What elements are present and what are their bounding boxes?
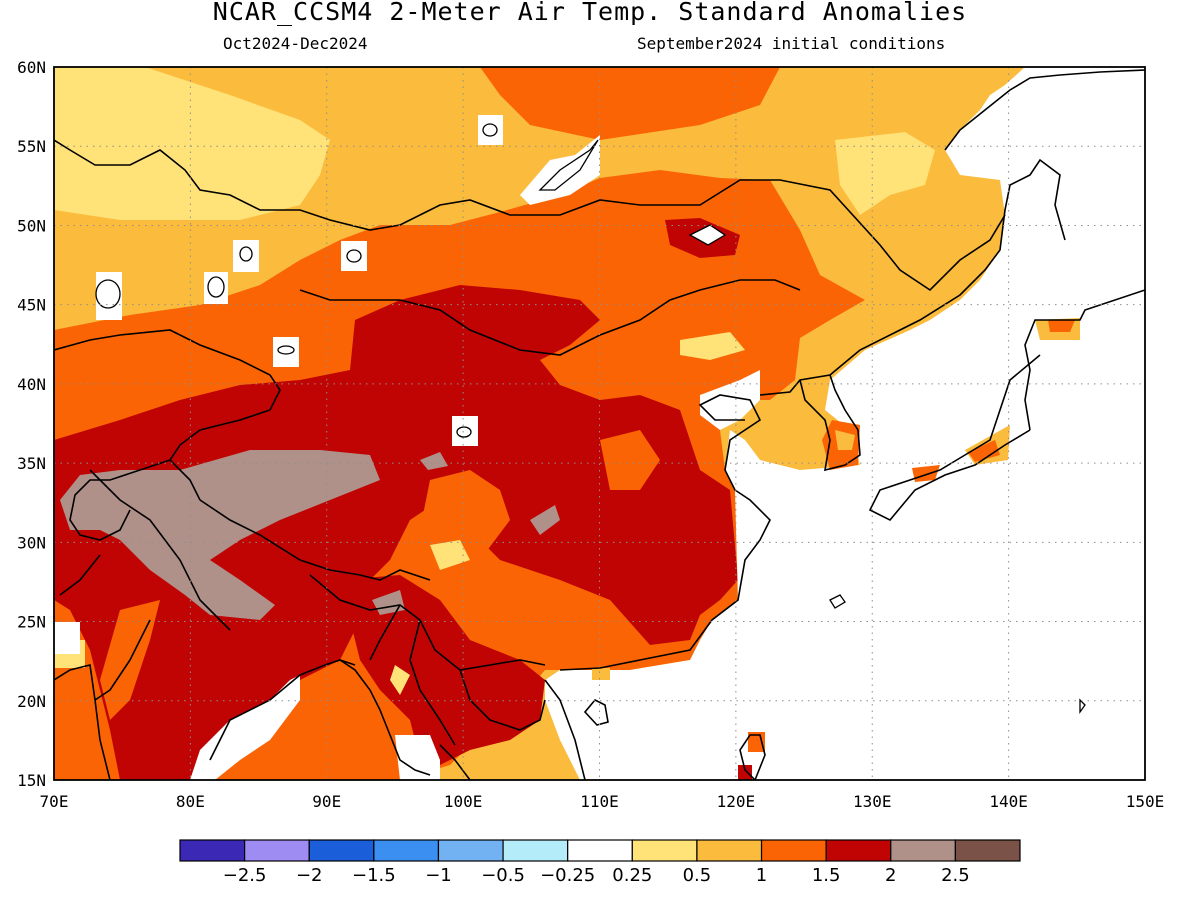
coastlines xyxy=(54,69,1145,780)
colorbar-swatch xyxy=(954,839,1021,862)
lat-tick-label: 35N xyxy=(17,454,46,473)
lon-tick-label: 110E xyxy=(580,792,619,811)
colorbar-label: −2 xyxy=(296,865,323,886)
lon-tick-label: 120E xyxy=(717,792,756,811)
colorbar-label: −1 xyxy=(425,865,452,886)
lon-tick-label: 90E xyxy=(312,792,341,811)
colorbar-swatch xyxy=(179,839,246,862)
lat-tick-label: 20N xyxy=(17,692,46,711)
valid-period: Oct2024-Dec2024 xyxy=(223,34,368,53)
colorbar-swatch xyxy=(373,839,440,862)
colorbar-label: 1 xyxy=(756,865,767,886)
lat-tick-label: 40N xyxy=(17,375,46,394)
lon-tick-label: 70E xyxy=(40,792,69,811)
colorbar-label: −2.5 xyxy=(223,865,267,886)
map-frame xyxy=(53,66,1146,781)
lat-tick-label: 25N xyxy=(17,613,46,632)
lat-tick-label: 45N xyxy=(17,296,46,315)
lakes-and-islands xyxy=(95,123,1086,715)
lat-tick-label: 30N xyxy=(17,533,46,552)
colorbar: −2.5 −2 −1.5 −1 −0.5 −0.25 0.25 0.5 1 1.5 2 2.5 xyxy=(179,839,1021,886)
colorbar-label: −1.5 xyxy=(352,865,396,886)
colorbar-swatch xyxy=(825,839,892,862)
colorbar-swatch xyxy=(308,839,375,862)
colorbar-swatch xyxy=(567,839,633,862)
colorbar-swatch xyxy=(437,839,504,862)
colorbar-swatch xyxy=(244,839,310,862)
lon-tick-label: 80E xyxy=(176,792,205,811)
colorbar-swatch xyxy=(502,839,569,862)
lat-tick-label: 55N xyxy=(17,137,46,156)
colorbar-label: −0.25 xyxy=(540,865,595,886)
colorbar-label: 1.5 xyxy=(812,865,841,886)
lat-tick-label: 60N xyxy=(17,58,46,77)
initial-conditions: September2024 initial conditions xyxy=(637,34,946,53)
colorbar-label: 0.5 xyxy=(683,865,712,886)
anomaly-fields xyxy=(54,67,1145,780)
lat-tick-label: 15N xyxy=(17,771,46,790)
colorbar-label: 0.25 xyxy=(612,865,652,886)
map-title: NCAR_CCSM4 2-Meter Air Temp. Standard An… xyxy=(212,0,968,26)
lon-tick-label: 130E xyxy=(853,792,892,811)
lon-tick-label: 100E xyxy=(444,792,483,811)
lon-tick-label: 150E xyxy=(1126,792,1165,811)
colorbar-swatch xyxy=(696,839,763,862)
colorbar-label: −0.5 xyxy=(481,865,525,886)
colorbar-label: 2.5 xyxy=(941,865,970,886)
axis-ticks: 70E 80E 90E 100E 110E 120E 130E 140E 150E 60N 55N 5… xyxy=(17,58,1164,811)
colorbar-swatch xyxy=(890,839,956,862)
lon-tick-label: 140E xyxy=(989,792,1028,811)
lat-tick-label: 50N xyxy=(17,216,46,235)
colorbar-swatch xyxy=(760,839,827,862)
colorbar-label: 2 xyxy=(885,865,896,886)
colorbar-swatch xyxy=(631,839,698,862)
